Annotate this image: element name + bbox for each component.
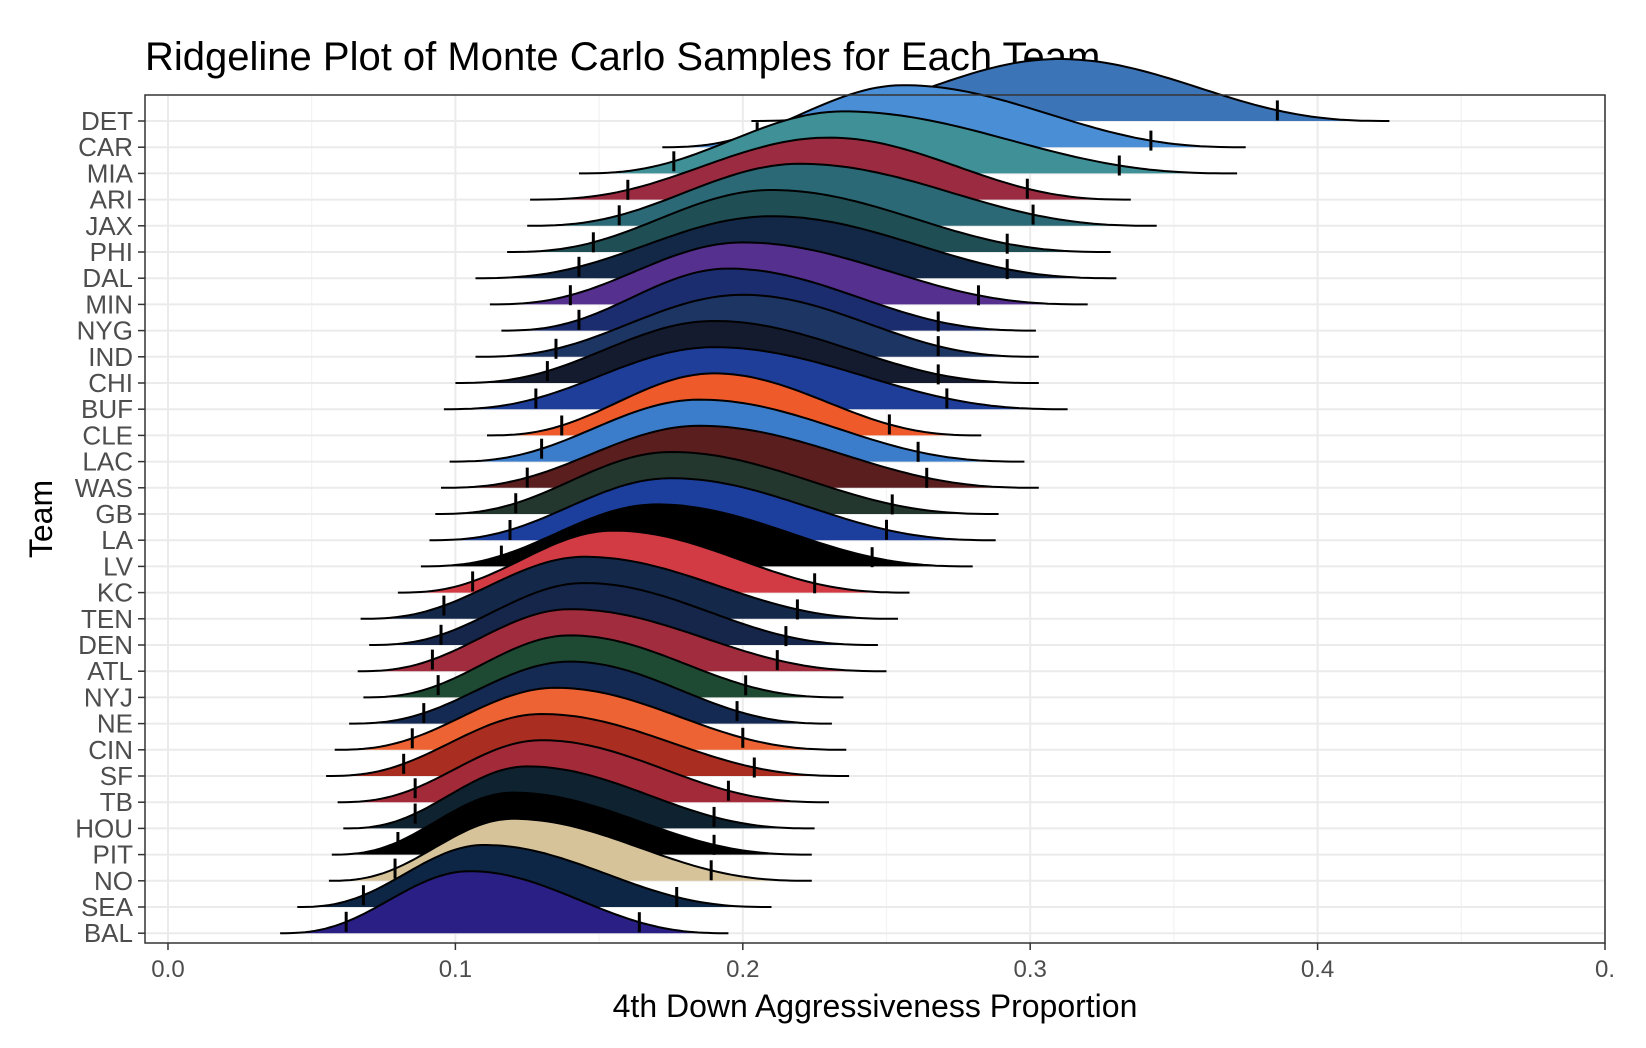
ridge-outline-den xyxy=(369,581,878,646)
y-tick-label-buf: BUF xyxy=(81,394,133,424)
ridge-outline-ind xyxy=(475,293,1039,358)
y-tick-label-phi: PHI xyxy=(90,237,133,267)
y-tick-label-det: DET xyxy=(81,106,133,136)
ridge-outline-la xyxy=(429,477,996,542)
ridge-outline-no xyxy=(328,817,812,882)
ridge-outline-ne xyxy=(349,660,832,725)
y-tick-label-mia: MIA xyxy=(87,158,134,188)
ridge-outline-lac xyxy=(449,398,1025,463)
x-axis-title: 4th Down Aggressiveness Proportion xyxy=(613,988,1138,1024)
ridge-fill-min xyxy=(489,242,1088,305)
ridge-outline-atl xyxy=(357,608,887,673)
ridge-outline-tb xyxy=(337,739,829,804)
ridge-fill-bal xyxy=(280,871,729,934)
x-tick-label: 0.0 xyxy=(151,956,184,983)
y-tick-label-bal: BAL xyxy=(84,918,133,948)
y-tick-label-sf: SF xyxy=(100,761,133,791)
ridge-outline-sf xyxy=(326,712,850,777)
ridge-outline-pit xyxy=(331,791,812,856)
chart-title: Ridgeline Plot of Monte Carlo Samples fo… xyxy=(145,35,1100,79)
x-axis-ticks: 0.0 0.1 0.2 0.3 0.4 0. xyxy=(151,943,1615,983)
y-tick-label-cle: CLE xyxy=(82,420,133,450)
y-tick-label-was: WAS xyxy=(75,473,133,503)
ridge-outline-cin xyxy=(334,686,847,751)
y-tick-label-ari: ARI xyxy=(90,185,133,215)
ridge-fill-tb xyxy=(337,740,830,803)
ridge-outline-min xyxy=(489,241,1088,306)
x-tick-label: 0. xyxy=(1595,956,1615,983)
ridge-outline-chi xyxy=(455,319,1039,384)
ridge-outline-ten xyxy=(360,555,898,620)
x-tick-label: 0.3 xyxy=(1014,956,1047,983)
ridge-outline-hou xyxy=(343,765,815,830)
y-tick-label-hou: HOU xyxy=(75,813,133,843)
y-tick-label-den: DEN xyxy=(78,630,133,660)
y-tick-label-ten: TEN xyxy=(81,604,133,634)
ridge-outline-buf xyxy=(443,346,1068,411)
y-tick-label-lv: LV xyxy=(103,551,134,581)
x-tick-label: 0.2 xyxy=(726,956,759,983)
y-tick-label-min: MIN xyxy=(85,289,133,319)
plot-panel-border xyxy=(144,94,1606,944)
x-tick-label: 0.1 xyxy=(439,956,472,983)
y-tick-label-pit: PIT xyxy=(93,840,134,870)
y-tick-label-atl: ATL xyxy=(87,656,133,686)
ridges xyxy=(280,58,1390,935)
y-tick-label-la: LA xyxy=(101,525,133,555)
ridge-outline-gb xyxy=(435,450,999,515)
y-tick-label-lac: LAC xyxy=(82,447,133,477)
ridge-outline-nyg xyxy=(501,267,1036,332)
ridge-outline-ari xyxy=(530,136,1131,201)
ridge-outline-was xyxy=(441,424,1039,489)
x-tick-label: 0.4 xyxy=(1301,956,1334,983)
y-axis-ticks: DETCARMIAARIJAXPHIDALMINNYGINDCHIBUFCLEL… xyxy=(75,106,145,948)
ridge-outline-bal xyxy=(280,870,729,935)
ridge-fill-atl xyxy=(357,609,887,672)
y-tick-label-kc: KC xyxy=(97,578,133,608)
y-tick-label-cin: CIN xyxy=(88,735,133,765)
ridge-outline-mia xyxy=(579,110,1238,175)
y-tick-label-tb: TB xyxy=(100,787,133,817)
y-tick-label-gb: GB xyxy=(95,499,133,529)
y-tick-label-nyg: NYG xyxy=(77,316,133,346)
y-tick-label-ind: IND xyxy=(88,342,133,372)
y-tick-label-chi: CHI xyxy=(88,368,133,398)
y-tick-label-nyj: NYJ xyxy=(84,682,133,712)
ridge-outline-dal xyxy=(475,215,1117,280)
ridge-outline-nyj xyxy=(363,634,844,699)
ridge-outline-kc xyxy=(397,529,910,594)
y-tick-label-sea: SEA xyxy=(81,892,134,922)
ridge-outline-cle xyxy=(487,372,982,437)
y-tick-label-ne: NE xyxy=(97,709,133,739)
ridge-outline-sea xyxy=(297,844,772,908)
ridge-fill-la xyxy=(429,478,996,541)
y-tick-label-dal: DAL xyxy=(82,263,133,293)
y-axis-title: Team xyxy=(23,480,59,558)
ridge-outline-jax xyxy=(527,162,1157,227)
y-tick-label-no: NO xyxy=(94,866,133,896)
ridge-outline-lv xyxy=(420,503,973,568)
ridge-outline-phi xyxy=(507,189,1111,253)
y-tick-label-car: CAR xyxy=(78,132,133,162)
y-tick-label-jax: JAX xyxy=(85,211,133,241)
